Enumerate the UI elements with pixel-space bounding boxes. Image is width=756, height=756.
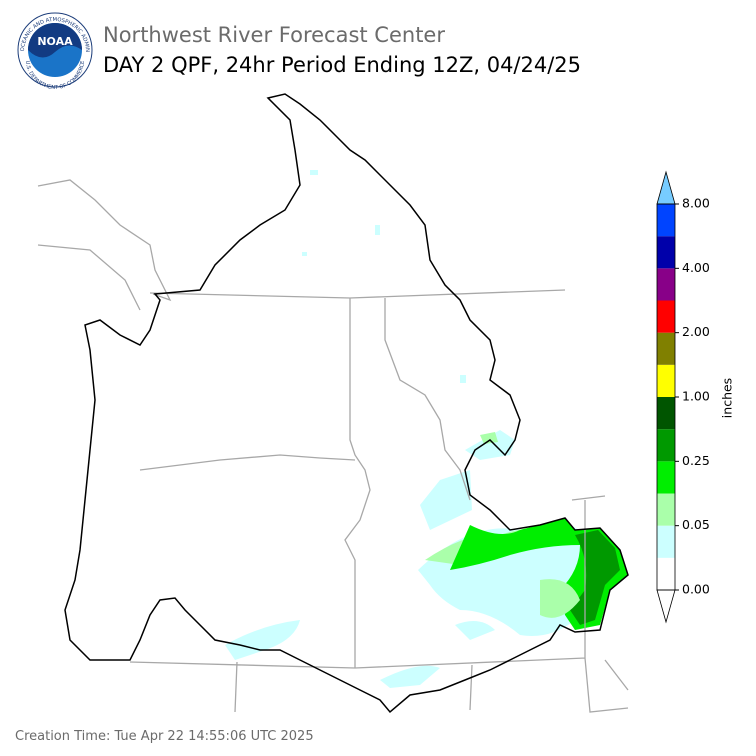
colorbar-tick-label: 0.25 xyxy=(682,453,710,468)
colorbar-box xyxy=(657,461,675,494)
colorbar-tick-label: 1.00 xyxy=(682,389,710,404)
title: Northwest River Forecast Center xyxy=(103,23,445,47)
colorbar: 0.00 0.05 0.25 1.00 2.00 4.00 8.00 xyxy=(656,170,710,624)
colorbar-box xyxy=(657,493,675,526)
colorbar-under xyxy=(656,589,676,624)
colorbar-box xyxy=(657,268,675,301)
colorbar-tick-label: 0.00 xyxy=(682,582,710,597)
colorbar-box xyxy=(657,429,675,462)
colorbar-box xyxy=(657,332,675,365)
map xyxy=(37,93,629,714)
logo-text: NOAA xyxy=(37,35,73,48)
colorbar-box xyxy=(657,300,675,333)
colorbar-tick-label: 4.00 xyxy=(682,260,710,275)
precip xyxy=(225,170,628,688)
colorbar-tick-label: 0.05 xyxy=(682,517,710,532)
subtitle: DAY 2 QPF, 24hr Period Ending 12Z, 04/24… xyxy=(103,53,581,77)
colorbar-box xyxy=(657,236,675,269)
colorbar-label: inches xyxy=(720,378,735,418)
colorbar-tick-label: 2.00 xyxy=(682,324,710,339)
colorbar-box xyxy=(657,204,675,237)
creation-time: Creation Time: Tue Apr 22 14:55:06 UTC 2… xyxy=(15,729,314,744)
colorbar-box xyxy=(657,525,675,558)
colorbar-tick-label: 8.00 xyxy=(682,196,710,211)
colorbar-box xyxy=(657,557,675,590)
noaa-logo: NATIONAL OCEANIC AND ATMOSPHERIC ADMINIS… xyxy=(0,0,93,91)
colorbar-box xyxy=(657,397,675,430)
colorbar-box xyxy=(657,364,675,397)
colorbar-over xyxy=(656,170,676,205)
